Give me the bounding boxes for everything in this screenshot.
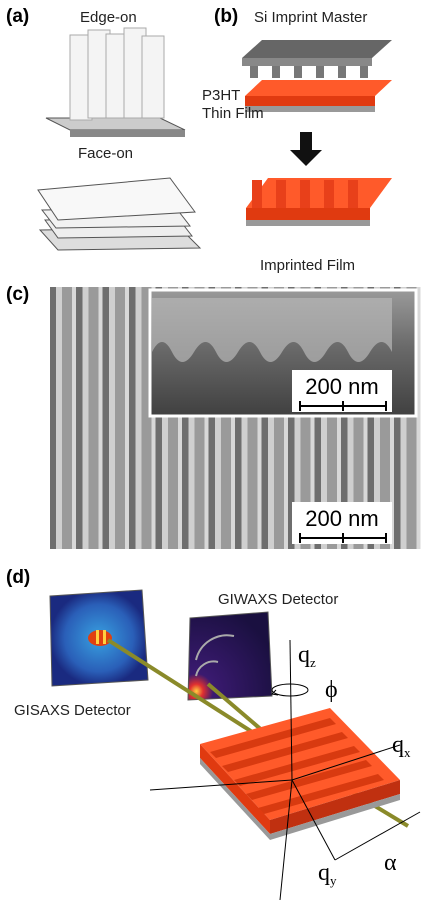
- sem-stripe: [99, 287, 103, 549]
- caption: Si Imprint Master: [254, 9, 367, 26]
- axis-symbol: q: [298, 642, 310, 668]
- caption: GISAXS Detector: [14, 702, 131, 719]
- sem-stripe: [56, 287, 62, 549]
- axis-label: qz: [298, 642, 316, 670]
- sem-stripe: [72, 287, 76, 549]
- axis-label: α: [384, 850, 397, 876]
- caption: Face-on: [78, 145, 133, 162]
- sample: [200, 708, 400, 840]
- axis-subscript: z: [310, 655, 316, 670]
- caption: P3HT: [202, 87, 240, 104]
- caption: Edge-on: [80, 9, 137, 26]
- caption: Thin Film: [202, 105, 264, 122]
- caption: Imprinted Film: [260, 257, 355, 274]
- sem-stripe: [125, 287, 129, 549]
- panel-label: (b): [214, 6, 238, 27]
- figure: (a) Edge-on Face-on (b) Si Imprint Maste…: [0, 0, 425, 907]
- scale-label: 200 nm: [305, 374, 378, 399]
- sem-stripe: [136, 287, 142, 549]
- axis-label: ϕ: [325, 677, 338, 703]
- scale-label: 200 nm: [305, 506, 378, 531]
- panel-label: (d): [6, 567, 30, 588]
- sem-stripe: [62, 287, 72, 549]
- axis-label: qx: [392, 732, 411, 760]
- sem-stripe: [89, 287, 99, 549]
- panel-label: (c): [6, 284, 29, 305]
- imprinted-film: [246, 178, 392, 226]
- giwaxs-detector: [188, 612, 272, 700]
- inset-surface: [152, 298, 392, 362]
- caption: GIWAXS Detector: [218, 591, 338, 608]
- axis-label: qy: [318, 860, 337, 888]
- panel-label: (a): [6, 6, 29, 27]
- sem-stripe: [83, 287, 89, 549]
- gisaxs-detector: [50, 590, 148, 686]
- axis-subscript: x: [404, 745, 411, 760]
- imprint-master: [242, 40, 392, 112]
- arrow: [290, 132, 322, 166]
- axis-symbol: q: [392, 732, 404, 758]
- sem-stripe: [109, 287, 115, 549]
- axis-subscript: y: [330, 873, 337, 888]
- sem-stripe: [115, 287, 125, 549]
- axis-symbol: q: [318, 860, 330, 886]
- face-on-sketch: [38, 178, 200, 250]
- edge-on-sketch: [46, 28, 185, 137]
